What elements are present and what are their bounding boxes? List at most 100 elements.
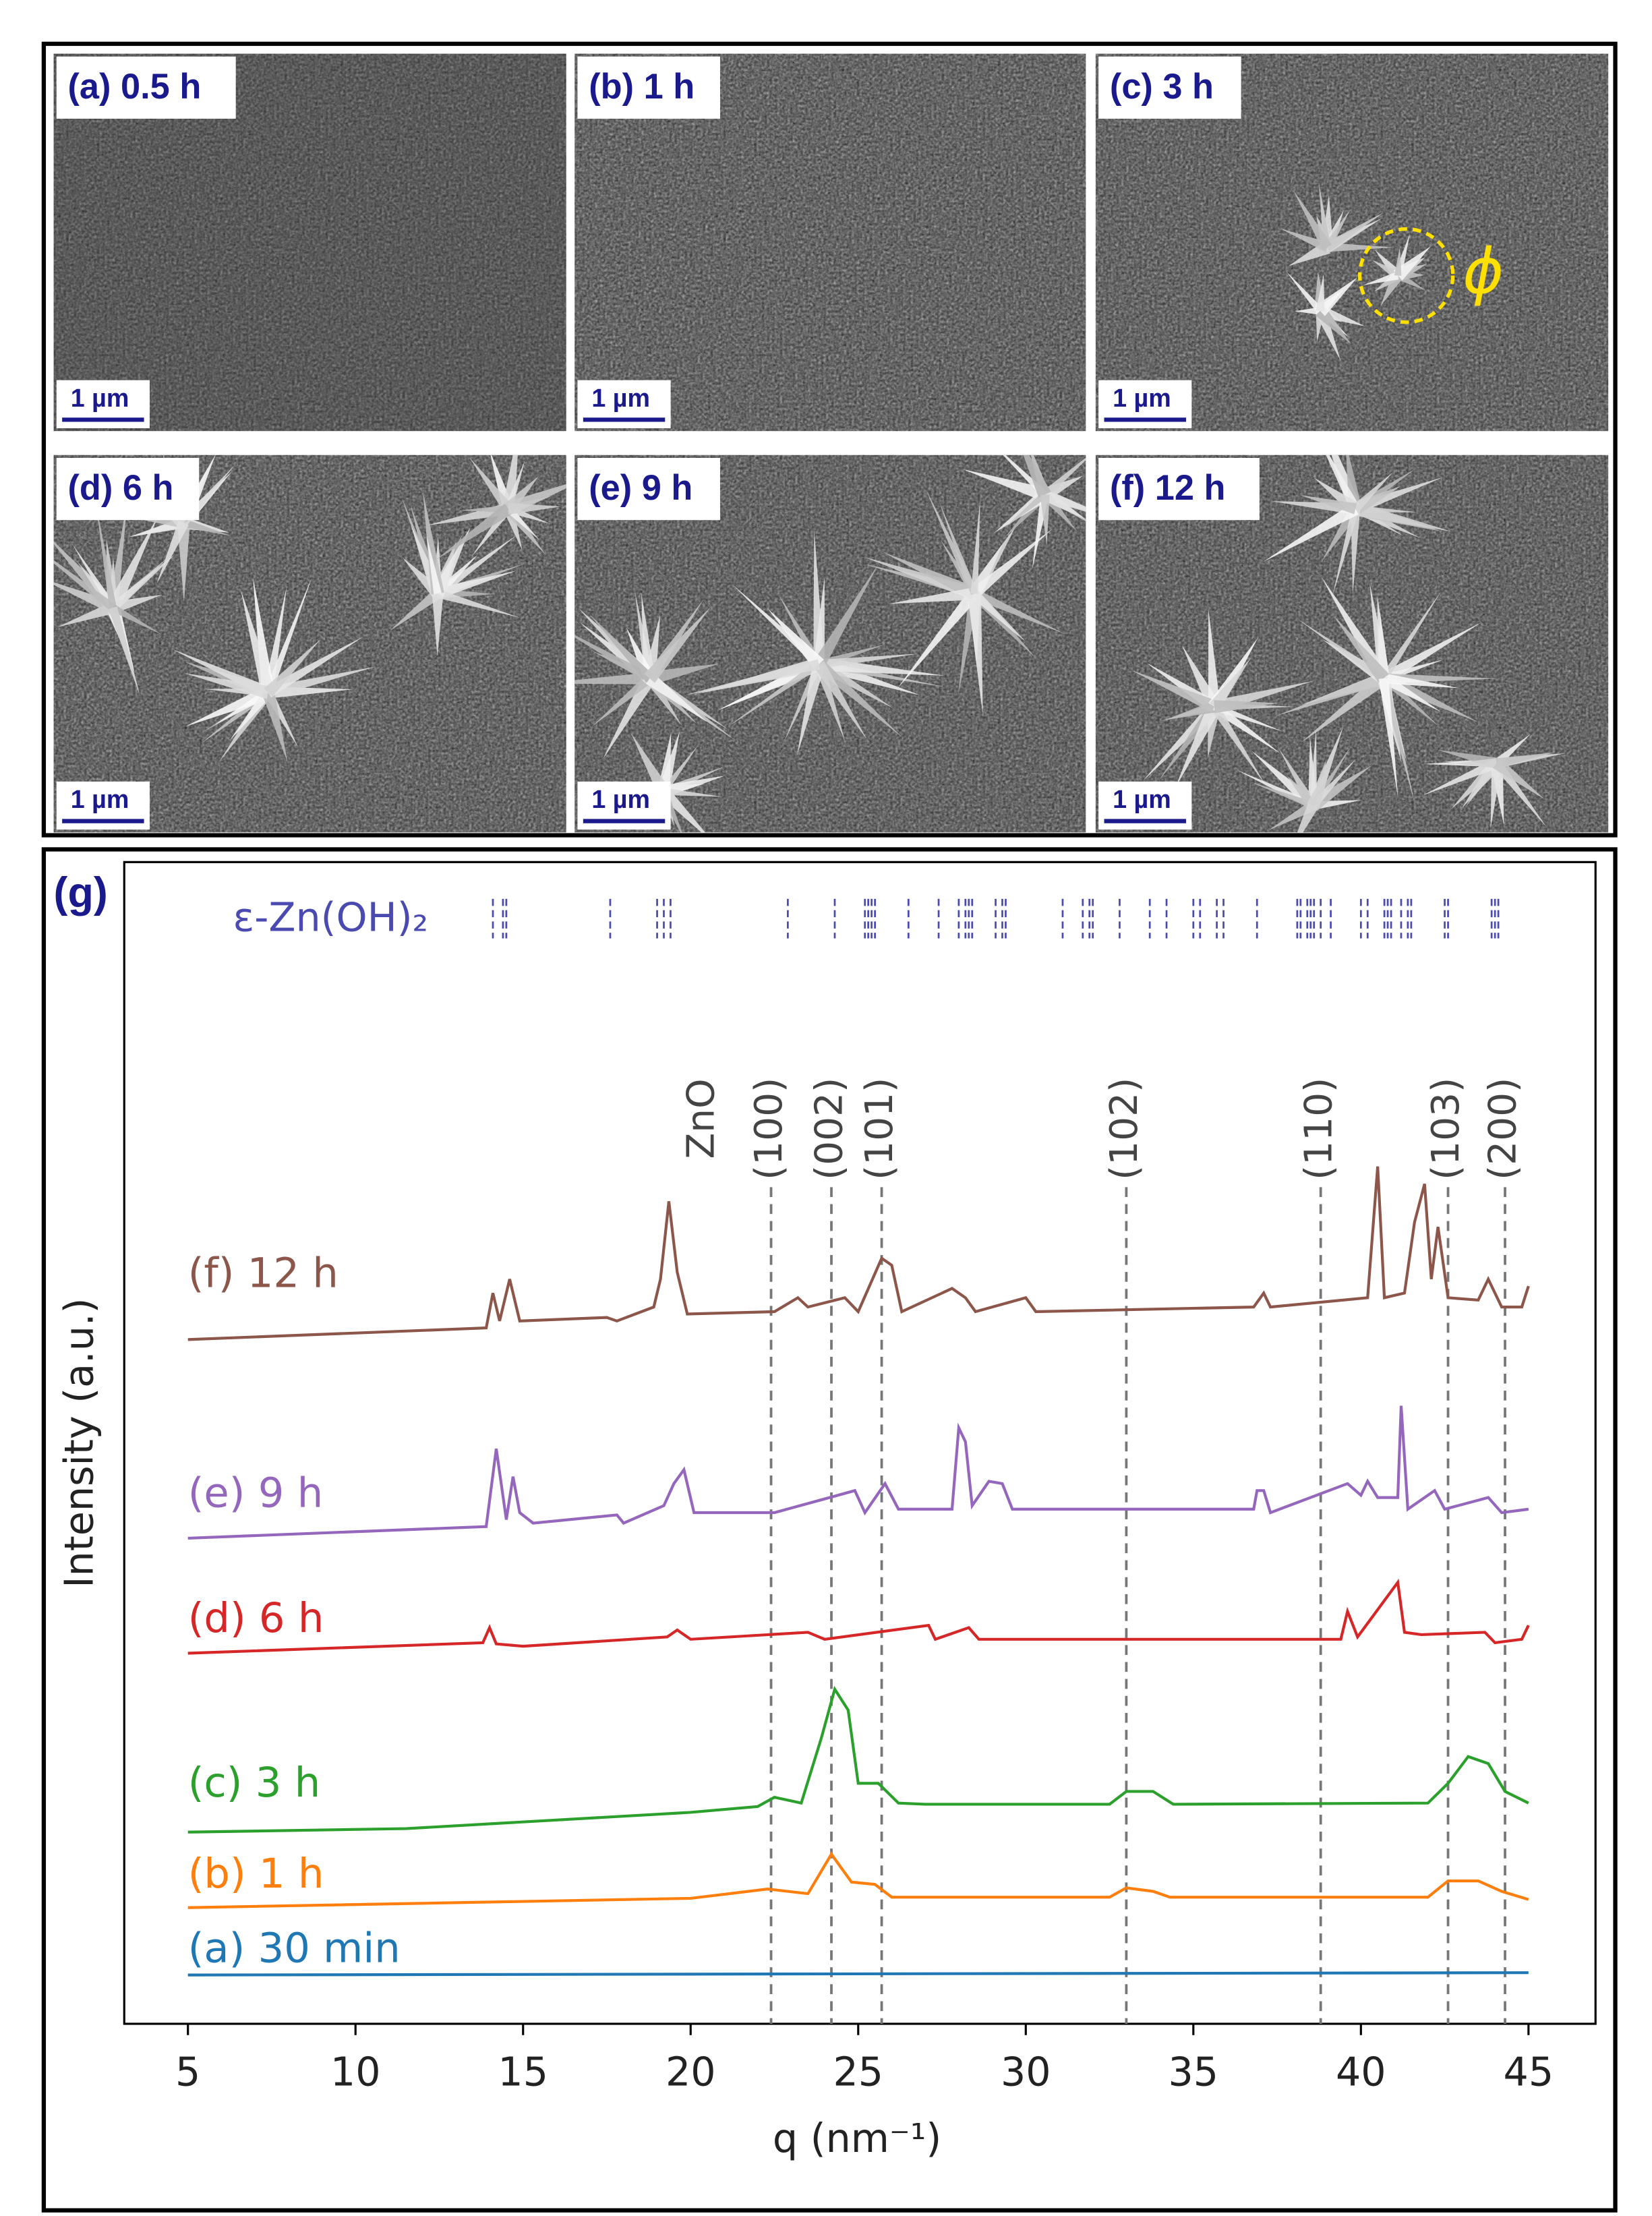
crystal-spike [1023,455,1051,498]
crystal-spike [1318,305,1365,326]
crystal-spike [229,689,272,741]
y-axis-label: Intensity (a.u.) [57,1298,102,1588]
scale-bar-label: 1 µm [591,384,650,412]
sem-image: (f) 12 h 1 µm [1095,455,1609,833]
panel-label-box [56,457,200,521]
hkl-label: (103) [1423,1078,1468,1180]
hkl-label: (101) [857,1078,902,1180]
crystal-spike [72,544,117,610]
crystal-spike [1324,209,1351,250]
crystal-spike [508,502,562,515]
crystal-spike [1326,455,1360,511]
crystal-spike [436,571,517,600]
x-tick-label: 40 [1336,2049,1386,2095]
crystal-spike [1297,803,1318,833]
crystal-spike [53,582,115,614]
crystal-spike [727,661,821,728]
crystal-spike [426,535,442,595]
panel-label: (d) 6 h [68,469,174,508]
crystal-spike [1286,271,1323,314]
crystal-spike [972,589,1065,635]
crystal-spike [663,788,723,797]
crystal-spike [970,499,980,594]
crystal-spike [1004,492,1047,528]
crystal-spike [1042,457,1086,498]
crystal-spike [1318,182,1331,248]
crystal-spike [732,583,822,668]
crystal-spike [390,589,442,631]
x-tick-label: 10 [330,2049,381,2095]
crystal-spike [574,635,652,682]
crystal-spike [1301,673,1388,742]
series-label: (e) 9 h [188,1470,323,1517]
crystal-spike [1380,622,1482,684]
crystal-spike [641,593,655,679]
x-tick-label: 20 [666,2049,716,2095]
crystal-spike [648,664,719,686]
crystal-spike [504,460,525,511]
scale-bar-label: 1 µm [71,785,129,813]
crystal-spike [1496,752,1555,768]
crystal-spike [1352,486,1401,515]
panel-label-box [1098,457,1260,521]
crystal-spike [888,587,975,604]
crystals [53,455,566,763]
crystal-spike [1279,228,1330,252]
crystal-spike [1300,495,1357,515]
sem-image: (d) 6 h 1 µm [53,455,566,833]
crystal-spike [53,560,116,612]
series-line [187,1851,1529,1909]
x-tick-label: 5 [175,2049,200,2095]
crystal-spike [1380,272,1403,306]
crystal-spike [177,523,190,602]
series-line [187,1405,1529,1540]
hkl-label: (002) [807,1078,852,1180]
crystal-spike [423,491,444,595]
reference-label: ε-Zn(OH)₂ [233,894,429,940]
hkl-label: (110) [1296,1078,1340,1180]
crystal-spike [1214,700,1279,713]
x-tick-label: 35 [1169,2049,1219,2095]
crystal-spike [1351,508,1361,595]
sem-image: (a) 0.5 h 1 µm [53,53,566,432]
panel-label-box [577,56,720,119]
crystal-spike [185,686,271,727]
crystal-spike [1380,591,1442,681]
crystal-spike [1160,703,1216,722]
series-label: (d) 6 h [188,1595,324,1642]
crystal-spike [814,662,846,742]
crystal-spike [469,457,513,513]
series-label: (a) 30 min [188,1925,401,1973]
panel-label-box [1098,56,1241,119]
crystal-spike [1297,618,1386,682]
x-tick-label: 25 [833,2049,883,2095]
crystal-spike [506,506,540,541]
crystal-spike [603,675,655,759]
series-line [187,1685,1529,1834]
crystal-spike [939,502,978,595]
crystal-spike [1383,673,1460,689]
plot-area [123,861,1597,2025]
crystal-spike [883,552,977,600]
crystal-spike [1493,758,1544,799]
crystal-spike [1353,477,1444,515]
series-line [187,1166,1530,1341]
chart-frame [41,847,1618,2213]
scale-bar-label: 1 µm [1113,785,1171,813]
zno-label: ZnO [679,1078,724,1159]
crystal-spike [265,636,364,698]
series-label: (f) 12 h [188,1250,338,1297]
crystal-spike [1294,307,1320,315]
crystal-spike [1309,765,1372,811]
crystal-spike [57,602,115,628]
marker-circle [1357,227,1455,324]
crystal-spike [109,554,176,612]
crystal-spike [970,528,1053,598]
crystal-spike [659,787,705,833]
crystal-spike [434,535,517,597]
crystal-spike [1309,728,1318,806]
sem-image: (b) 1 h 1 µm [574,53,1086,432]
crystal-spike [264,639,321,697]
x-axis-label: q (nm⁻¹) [773,2116,941,2161]
scale-bar-label: 1 µm [591,785,650,813]
